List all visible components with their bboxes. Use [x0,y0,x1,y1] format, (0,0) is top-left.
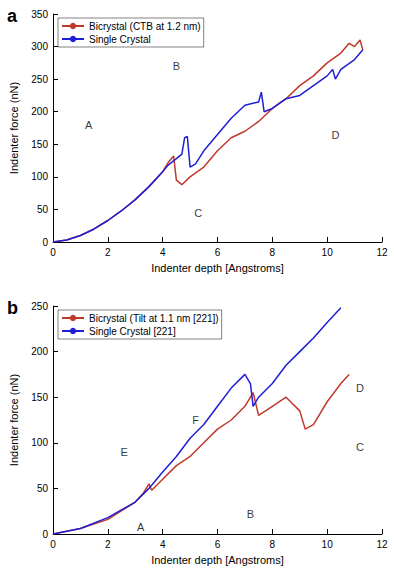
svg-text:10: 10 [322,539,334,550]
svg-text:150: 150 [31,392,48,403]
svg-text:Indenter depth [Angstroms]: Indenter depth [Angstroms] [151,554,284,566]
svg-text:6: 6 [215,539,221,550]
svg-text:12: 12 [376,247,388,258]
svg-text:A: A [137,521,145,533]
svg-text:250: 250 [31,74,48,85]
svg-text:Indenter depth [Angstroms]: Indenter depth [Angstroms] [151,262,284,274]
svg-text:100: 100 [31,437,48,448]
svg-text:50: 50 [37,204,49,215]
svg-text:350: 350 [31,9,48,20]
svg-text:0: 0 [42,237,48,248]
svg-text:150: 150 [31,139,48,150]
svg-text:C: C [194,207,202,219]
svg-text:a: a [7,6,18,26]
svg-text:Indenter force (nN): Indenter force (nN) [8,82,20,174]
svg-text:200: 200 [31,346,48,357]
svg-text:2: 2 [105,247,111,258]
svg-text:6: 6 [215,247,221,258]
svg-text:0: 0 [50,539,56,550]
svg-text:300: 300 [31,41,48,52]
svg-text:Bicrystal (Tilt at 1.1 nm [221: Bicrystal (Tilt at 1.1 nm [221]) [89,313,219,324]
svg-text:12: 12 [376,539,388,550]
svg-text:200: 200 [31,106,48,117]
svg-text:B: B [247,508,254,520]
svg-text:8: 8 [270,247,276,258]
svg-text:A: A [85,119,93,131]
svg-text:0: 0 [42,529,48,540]
svg-text:Bicrystal (CTB at 1.2 nm): Bicrystal (CTB at 1.2 nm) [89,21,201,32]
svg-text:4: 4 [160,539,166,550]
svg-text:C: C [356,441,364,453]
svg-text:250: 250 [31,301,48,312]
svg-text:Single Crystal [221]: Single Crystal [221] [89,326,176,337]
svg-text:D: D [356,382,364,394]
svg-text:E: E [121,446,128,458]
svg-text:D: D [331,129,339,141]
svg-text:4: 4 [160,247,166,258]
svg-text:0: 0 [50,247,56,258]
svg-text:2: 2 [105,539,111,550]
svg-text:b: b [7,298,18,318]
svg-text:10: 10 [322,247,334,258]
svg-text:100: 100 [31,171,48,182]
svg-text:Single Crystal: Single Crystal [89,34,151,45]
svg-text:F: F [192,414,199,426]
svg-text:Indenter force (nN): Indenter force (nN) [8,374,20,466]
svg-text:8: 8 [270,539,276,550]
svg-text:B: B [173,60,180,72]
svg-text:50: 50 [37,483,49,494]
